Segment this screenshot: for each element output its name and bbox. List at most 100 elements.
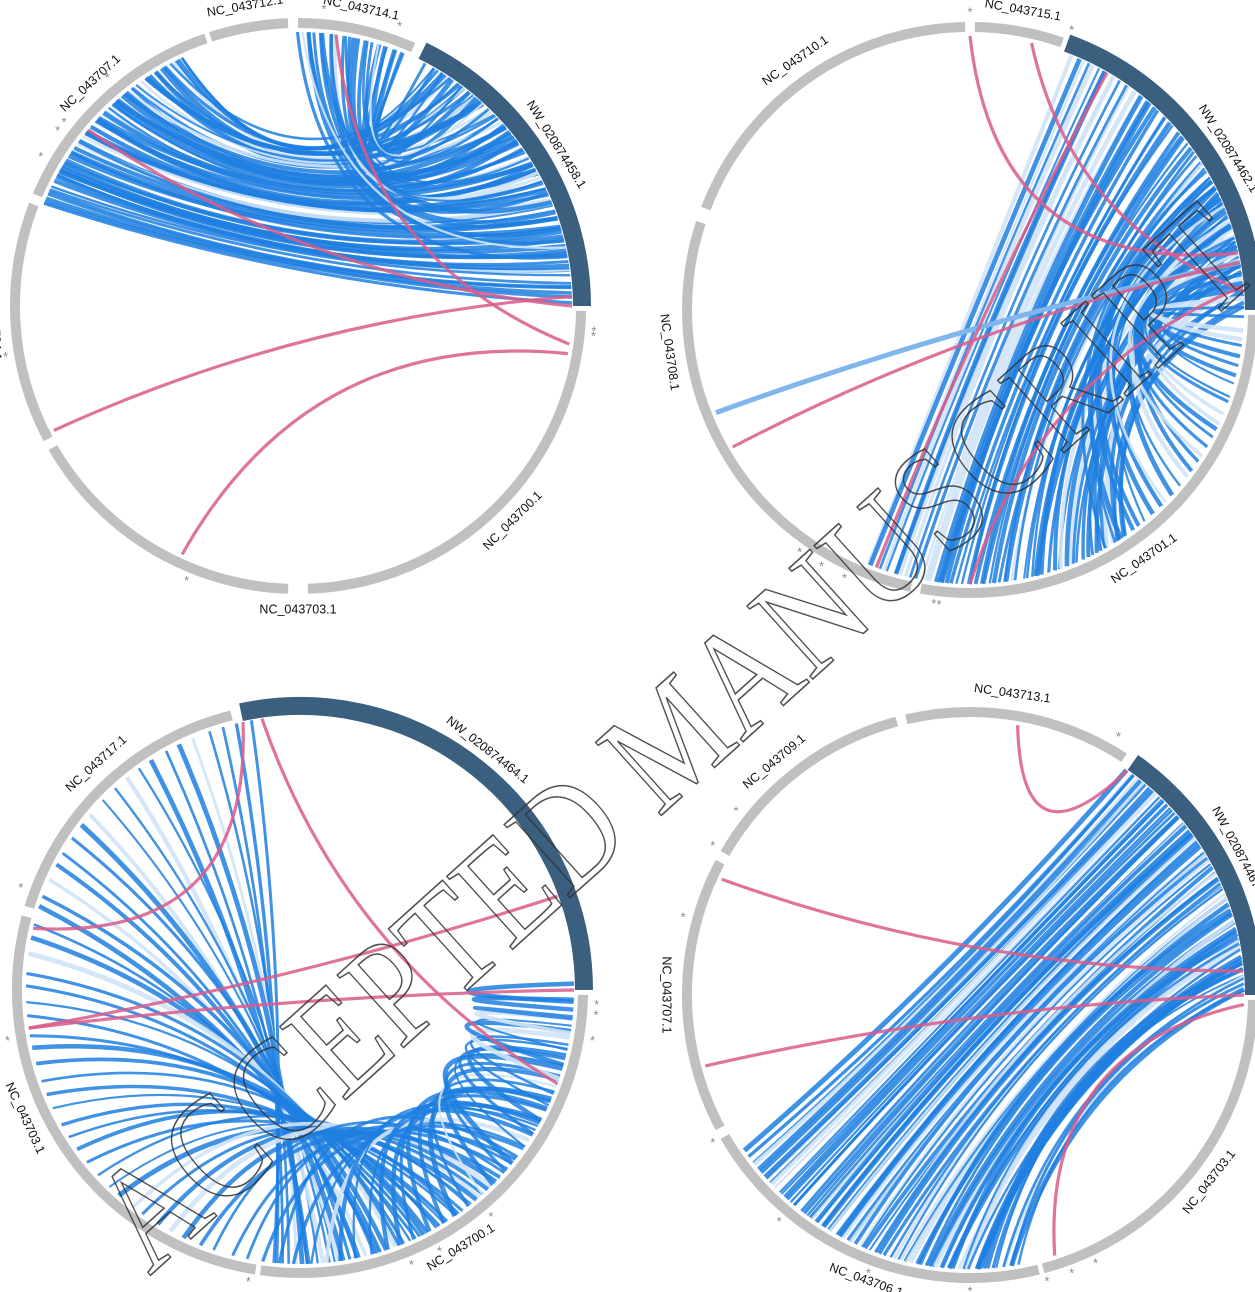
scaffold-ideogram-0	[1064, 34, 1255, 311]
synteny-link	[838, 845, 1202, 1238]
synteny-link	[234, 723, 280, 1264]
synteny-link	[113, 787, 331, 1263]
synteny-link	[399, 1094, 547, 1240]
chromosome-ideogram-1	[1041, 999, 1255, 1274]
synteny-link	[1139, 262, 1241, 404]
segment-label: NC_043704.1	[0, 283, 4, 361]
significance-star: *	[591, 328, 596, 343]
synteny-link	[1109, 205, 1225, 503]
synteny-link	[982, 962, 1243, 1270]
synteny-link	[1081, 170, 1208, 549]
segment-label: NC_043715.1	[984, 0, 1062, 24]
significance-star: *	[437, 1244, 442, 1259]
synteny-link	[878, 62, 1091, 570]
synteny-link	[464, 1038, 568, 1107]
synteny-link	[837, 842, 1200, 1237]
inversion-link	[87, 128, 573, 308]
chromosome-ideogram-1	[920, 314, 1255, 598]
significance-star: *	[55, 123, 60, 138]
significance-star: *	[733, 804, 738, 819]
significance-star: *	[777, 1214, 782, 1229]
synteny-link	[44, 199, 572, 299]
inversion-link	[28, 894, 558, 1030]
synteny-link	[949, 109, 1160, 584]
synteny-link	[191, 737, 298, 1265]
significance-star: *	[1116, 729, 1121, 744]
synteny-link	[47, 192, 572, 290]
synteny-link	[371, 45, 471, 154]
synteny-link	[261, 1128, 517, 1262]
significance-star: *	[931, 596, 936, 611]
synteny-link	[859, 859, 1210, 1248]
significance-star: *	[710, 1135, 715, 1150]
synteny-link	[338, 1108, 534, 1262]
scaffold-ideogram-0	[239, 697, 593, 991]
inversion-link	[260, 718, 559, 1086]
synteny-link	[853, 856, 1209, 1245]
synteny-link	[960, 117, 1167, 585]
inversion-links	[731, 35, 1244, 585]
synteny-link	[49, 188, 572, 285]
chromosome-ideogram-3	[10, 202, 53, 442]
synteny-links	[43, 31, 573, 305]
synteny-link	[295, 31, 568, 260]
synteny-link	[473, 1005, 573, 1021]
synteny-link	[1010, 982, 1245, 1267]
synteny-link	[126, 90, 503, 168]
synteny-link	[198, 1131, 501, 1247]
inversion-link	[334, 34, 570, 346]
inversion-link	[704, 993, 1245, 1068]
synteny-link	[306, 32, 565, 245]
chromosome-ideogram-3	[24, 710, 233, 909]
synteny-link	[1017, 989, 1245, 1265]
synteny-link	[793, 811, 1176, 1207]
significance-star: *	[321, 2, 326, 17]
inversion-link	[53, 294, 572, 432]
synteny-link	[774, 795, 1160, 1189]
segment-label: NC_043714.1	[322, 0, 400, 23]
circos-panel-bottom-left: NW_020874464.1NC_043700.1NC_043703.1NC_0…	[2, 697, 599, 1289]
synteny-link	[995, 974, 1244, 1268]
significance-star: *	[409, 1257, 414, 1272]
chromosome-ideogram-2	[12, 915, 257, 1275]
synteny-link	[785, 803, 1169, 1201]
significance-star: *	[5, 1033, 10, 1048]
synteny-link	[742, 768, 1129, 1153]
synteny-link	[924, 912, 1233, 1267]
synteny-link	[800, 815, 1179, 1212]
significance-star: *	[488, 1209, 493, 1224]
synteny-link	[821, 830, 1193, 1229]
synteny-link	[783, 798, 1165, 1199]
synteny-link	[55, 862, 361, 1259]
inversion-link	[32, 721, 245, 931]
synteny-link	[877, 877, 1220, 1255]
synteny-link	[828, 837, 1196, 1232]
synteny-link	[969, 124, 1174, 585]
significance-star: *	[1044, 1273, 1049, 1288]
synteny-link	[770, 792, 1157, 1186]
inversion-link	[721, 877, 1244, 973]
segment-label: NC_043712.1	[206, 0, 284, 20]
segment-label: NC_043708.1	[657, 313, 682, 391]
synteny-link	[899, 892, 1226, 1261]
synteny-link	[806, 816, 1180, 1217]
significance-star: *	[3, 349, 8, 364]
synteny-link	[84, 131, 549, 213]
significance-star: *	[936, 597, 941, 612]
synteny-link	[344, 36, 530, 184]
synteny-link	[1148, 272, 1243, 378]
synteny-link	[362, 40, 499, 164]
synteny-link	[757, 779, 1143, 1171]
synteny-link	[324, 1117, 530, 1263]
significance-star: *	[681, 910, 686, 925]
circos-panel-top-right: NW_020874462.1NC_043701.1NC_043708.1NC_0…	[657, 0, 1255, 612]
inversion-link	[28, 988, 575, 1030]
synteny-link	[25, 984, 406, 1245]
chromosome-ideogram-4	[974, 22, 1064, 48]
synteny-link	[444, 1061, 561, 1173]
synteny-link	[319, 32, 553, 214]
synteny-link	[97, 116, 534, 195]
synteny-link	[27, 951, 398, 1248]
segment-label: NC_043713.1	[973, 681, 1051, 706]
